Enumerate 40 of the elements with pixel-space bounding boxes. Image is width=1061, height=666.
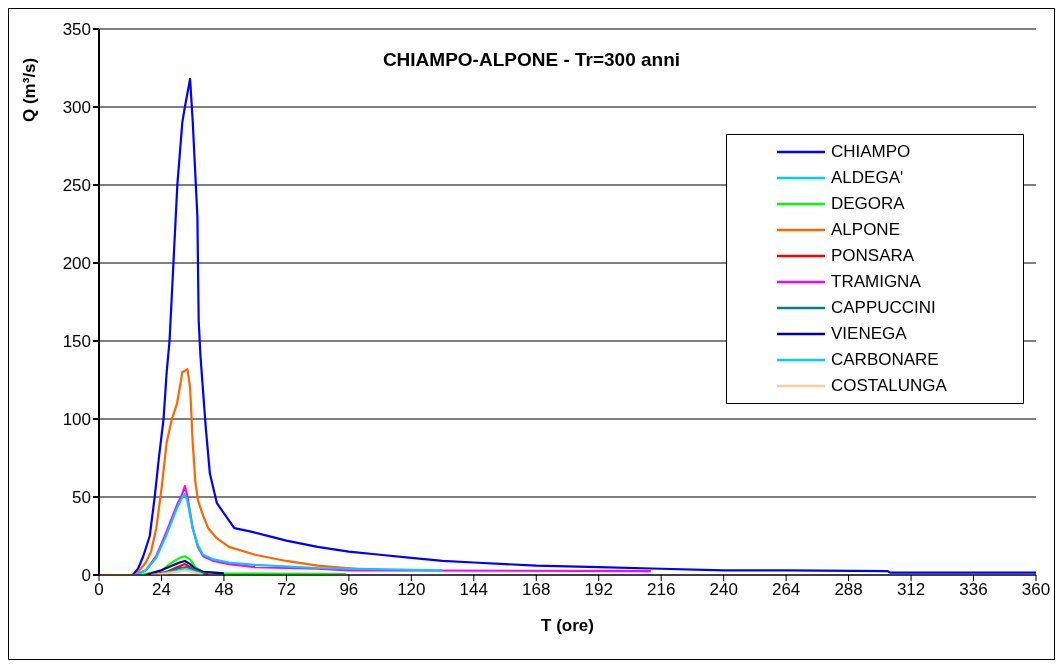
x-tick-label: 24 [152,580,171,600]
x-tick-label: 216 [647,580,676,600]
x-axis-title: T (ore) [541,616,594,635]
y-tick-label: 0 [81,566,91,586]
y-tick-label: 150 [62,332,91,352]
x-tick-label: 336 [959,580,988,600]
x-tick-label: 168 [522,580,551,600]
y-tick-label: 50 [72,488,91,508]
legend-label: CHIAMPO [831,142,911,162]
legend-label: COSTALUNGA [831,376,947,396]
legend-label: VIENEGA [831,324,907,344]
x-tick-label: 96 [339,580,359,600]
y-tick-label: 100 [62,410,91,430]
y-tick-label: 250 [62,176,91,196]
line-series [144,559,226,575]
text: CHIAMPO-ALPONE - Tr=300 anni [382,49,681,70]
legend-label: ALPONE [831,220,900,240]
line-series [139,555,348,575]
x-tick-label: 264 [771,580,801,600]
legend-label: PONSARA [831,246,915,266]
legend-label: CAPPUCCINI [831,298,936,318]
legend-label: DEGORA [831,194,905,214]
y-tick-label: 300 [62,98,91,118]
x-tick-label: 240 [709,580,738,600]
x-tick-label: 360 [1021,580,1051,600]
x-tick-label: 288 [834,580,863,600]
x-tick-label: 120 [397,580,426,600]
x-tick-label: 312 [896,580,926,600]
x-tick-label: 0 [94,580,104,600]
line-series [134,492,444,575]
legend-label: ALDEGA' [831,168,904,188]
legend-label: TRAMIGNA [831,272,921,292]
y-axis-title: Q (m³/s) [20,57,40,122]
y-tick-label: 200 [62,254,91,274]
x-tick-label: 192 [584,580,613,600]
x-tick-label: 72 [276,580,296,600]
legend-label: CARBONARE [831,350,939,370]
x-tick-label: 48 [214,580,234,600]
y-tick-label: 350 [62,20,91,40]
x-tick-label: 144 [459,580,488,600]
